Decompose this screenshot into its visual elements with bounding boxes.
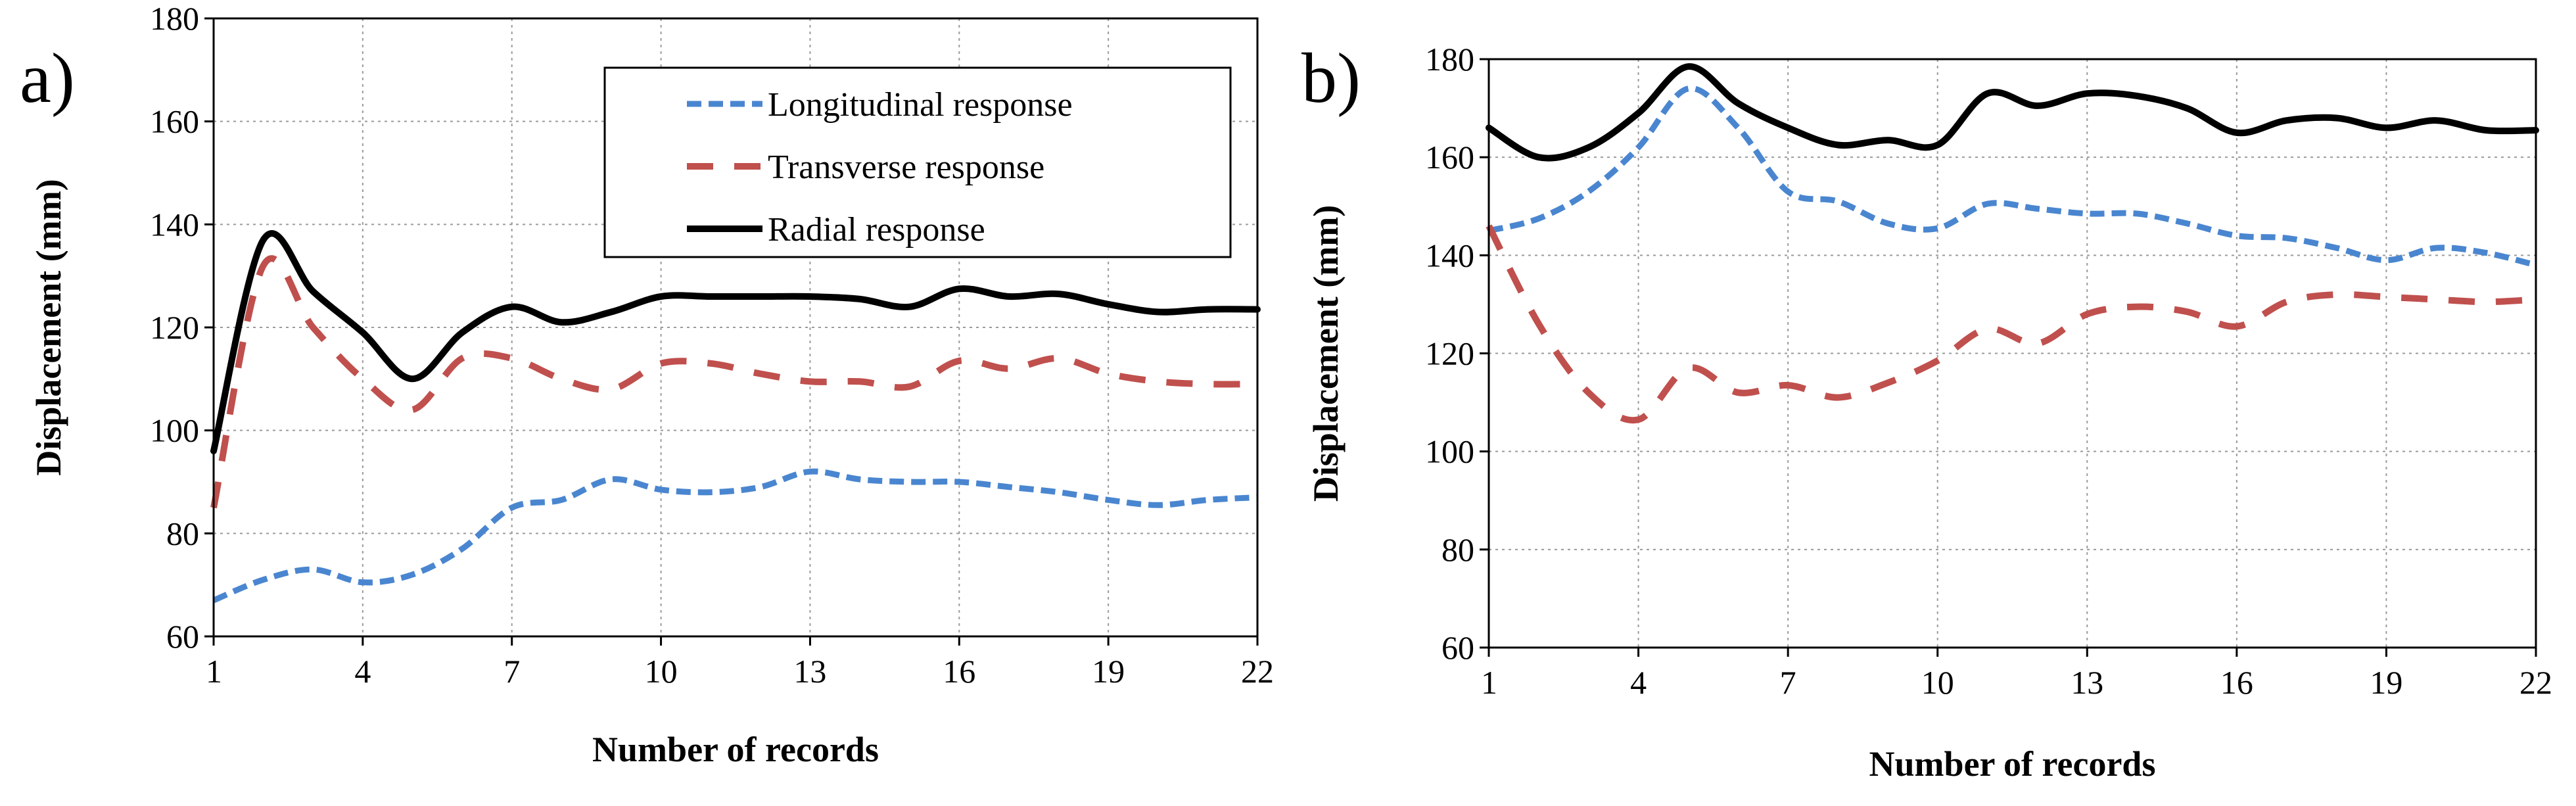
x-tick-label: 10 xyxy=(1921,664,1954,701)
x-tick-label: 19 xyxy=(2370,664,2402,701)
plot-frame xyxy=(1487,58,2537,649)
x-tick-label: 22 xyxy=(1241,653,1274,690)
y-tick-label: 60 xyxy=(166,618,199,655)
legend-label: Transverse response xyxy=(768,149,1044,186)
x-tick-label: 7 xyxy=(1780,664,1796,701)
legend-label: Radial response xyxy=(768,211,985,249)
x-tick-label: 10 xyxy=(645,653,678,690)
y-tick-label: 100 xyxy=(1425,433,1474,470)
y-tick-label: 100 xyxy=(150,412,199,449)
x-tick-label: 7 xyxy=(503,653,520,690)
y-tick-label: 160 xyxy=(1425,139,1474,176)
y-tick-label: 160 xyxy=(150,103,199,140)
series-line-longitudinal-response xyxy=(212,468,1258,604)
x-tick-label: 16 xyxy=(2220,664,2253,701)
y-tick-label: 60 xyxy=(1441,629,1474,666)
x-tick-label: 22 xyxy=(2519,664,2552,701)
x-tick-label: 4 xyxy=(1630,664,1647,701)
x-tick-label: 1 xyxy=(206,653,222,690)
y-tick-label: 80 xyxy=(1441,531,1474,568)
legend-label: Longitudinal response xyxy=(768,86,1073,124)
x-axis-title: Number of records xyxy=(1869,744,2156,784)
panel-label: b) xyxy=(1301,39,1361,118)
plot-frame xyxy=(212,17,1259,638)
y-tick-label: 180 xyxy=(150,0,199,37)
x-tick-label: 19 xyxy=(1092,653,1125,690)
y-tick-label: 180 xyxy=(1425,41,1474,78)
y-tick-label: 80 xyxy=(166,515,199,552)
x-tick-label: 1 xyxy=(1481,664,1497,701)
y-tick-label: 120 xyxy=(1425,335,1474,372)
y-axis-title: Displacement (mm) xyxy=(1306,205,1346,502)
x-tick-label: 13 xyxy=(793,653,826,690)
y-tick-label: 120 xyxy=(150,309,199,346)
x-tick-label: 16 xyxy=(943,653,975,690)
x-tick-label: 13 xyxy=(2071,664,2103,701)
y-tick-label: 140 xyxy=(1425,237,1474,273)
panel-b: 60 80 100 120 140 160 180 1 4 7 10 13 16 19 22 Number o… xyxy=(1301,39,2552,784)
x-axis-title: Number of records xyxy=(592,730,879,769)
y-tick-label: 140 xyxy=(150,206,199,243)
series-line-transverse-response xyxy=(1486,224,2537,424)
series-line-radial-response xyxy=(210,230,1261,454)
panel-label: a) xyxy=(20,39,75,118)
series-line-radial-response xyxy=(1486,63,2539,162)
panel-a: 60 80 100 120 140 160 180 1 4 7 10 13 16 19 22 Number o… xyxy=(20,0,1274,769)
x-tick-label: 4 xyxy=(354,653,371,690)
y-axis-title: Displacement (mm) xyxy=(29,179,68,475)
series-line-longitudinal-response xyxy=(1487,85,2537,268)
